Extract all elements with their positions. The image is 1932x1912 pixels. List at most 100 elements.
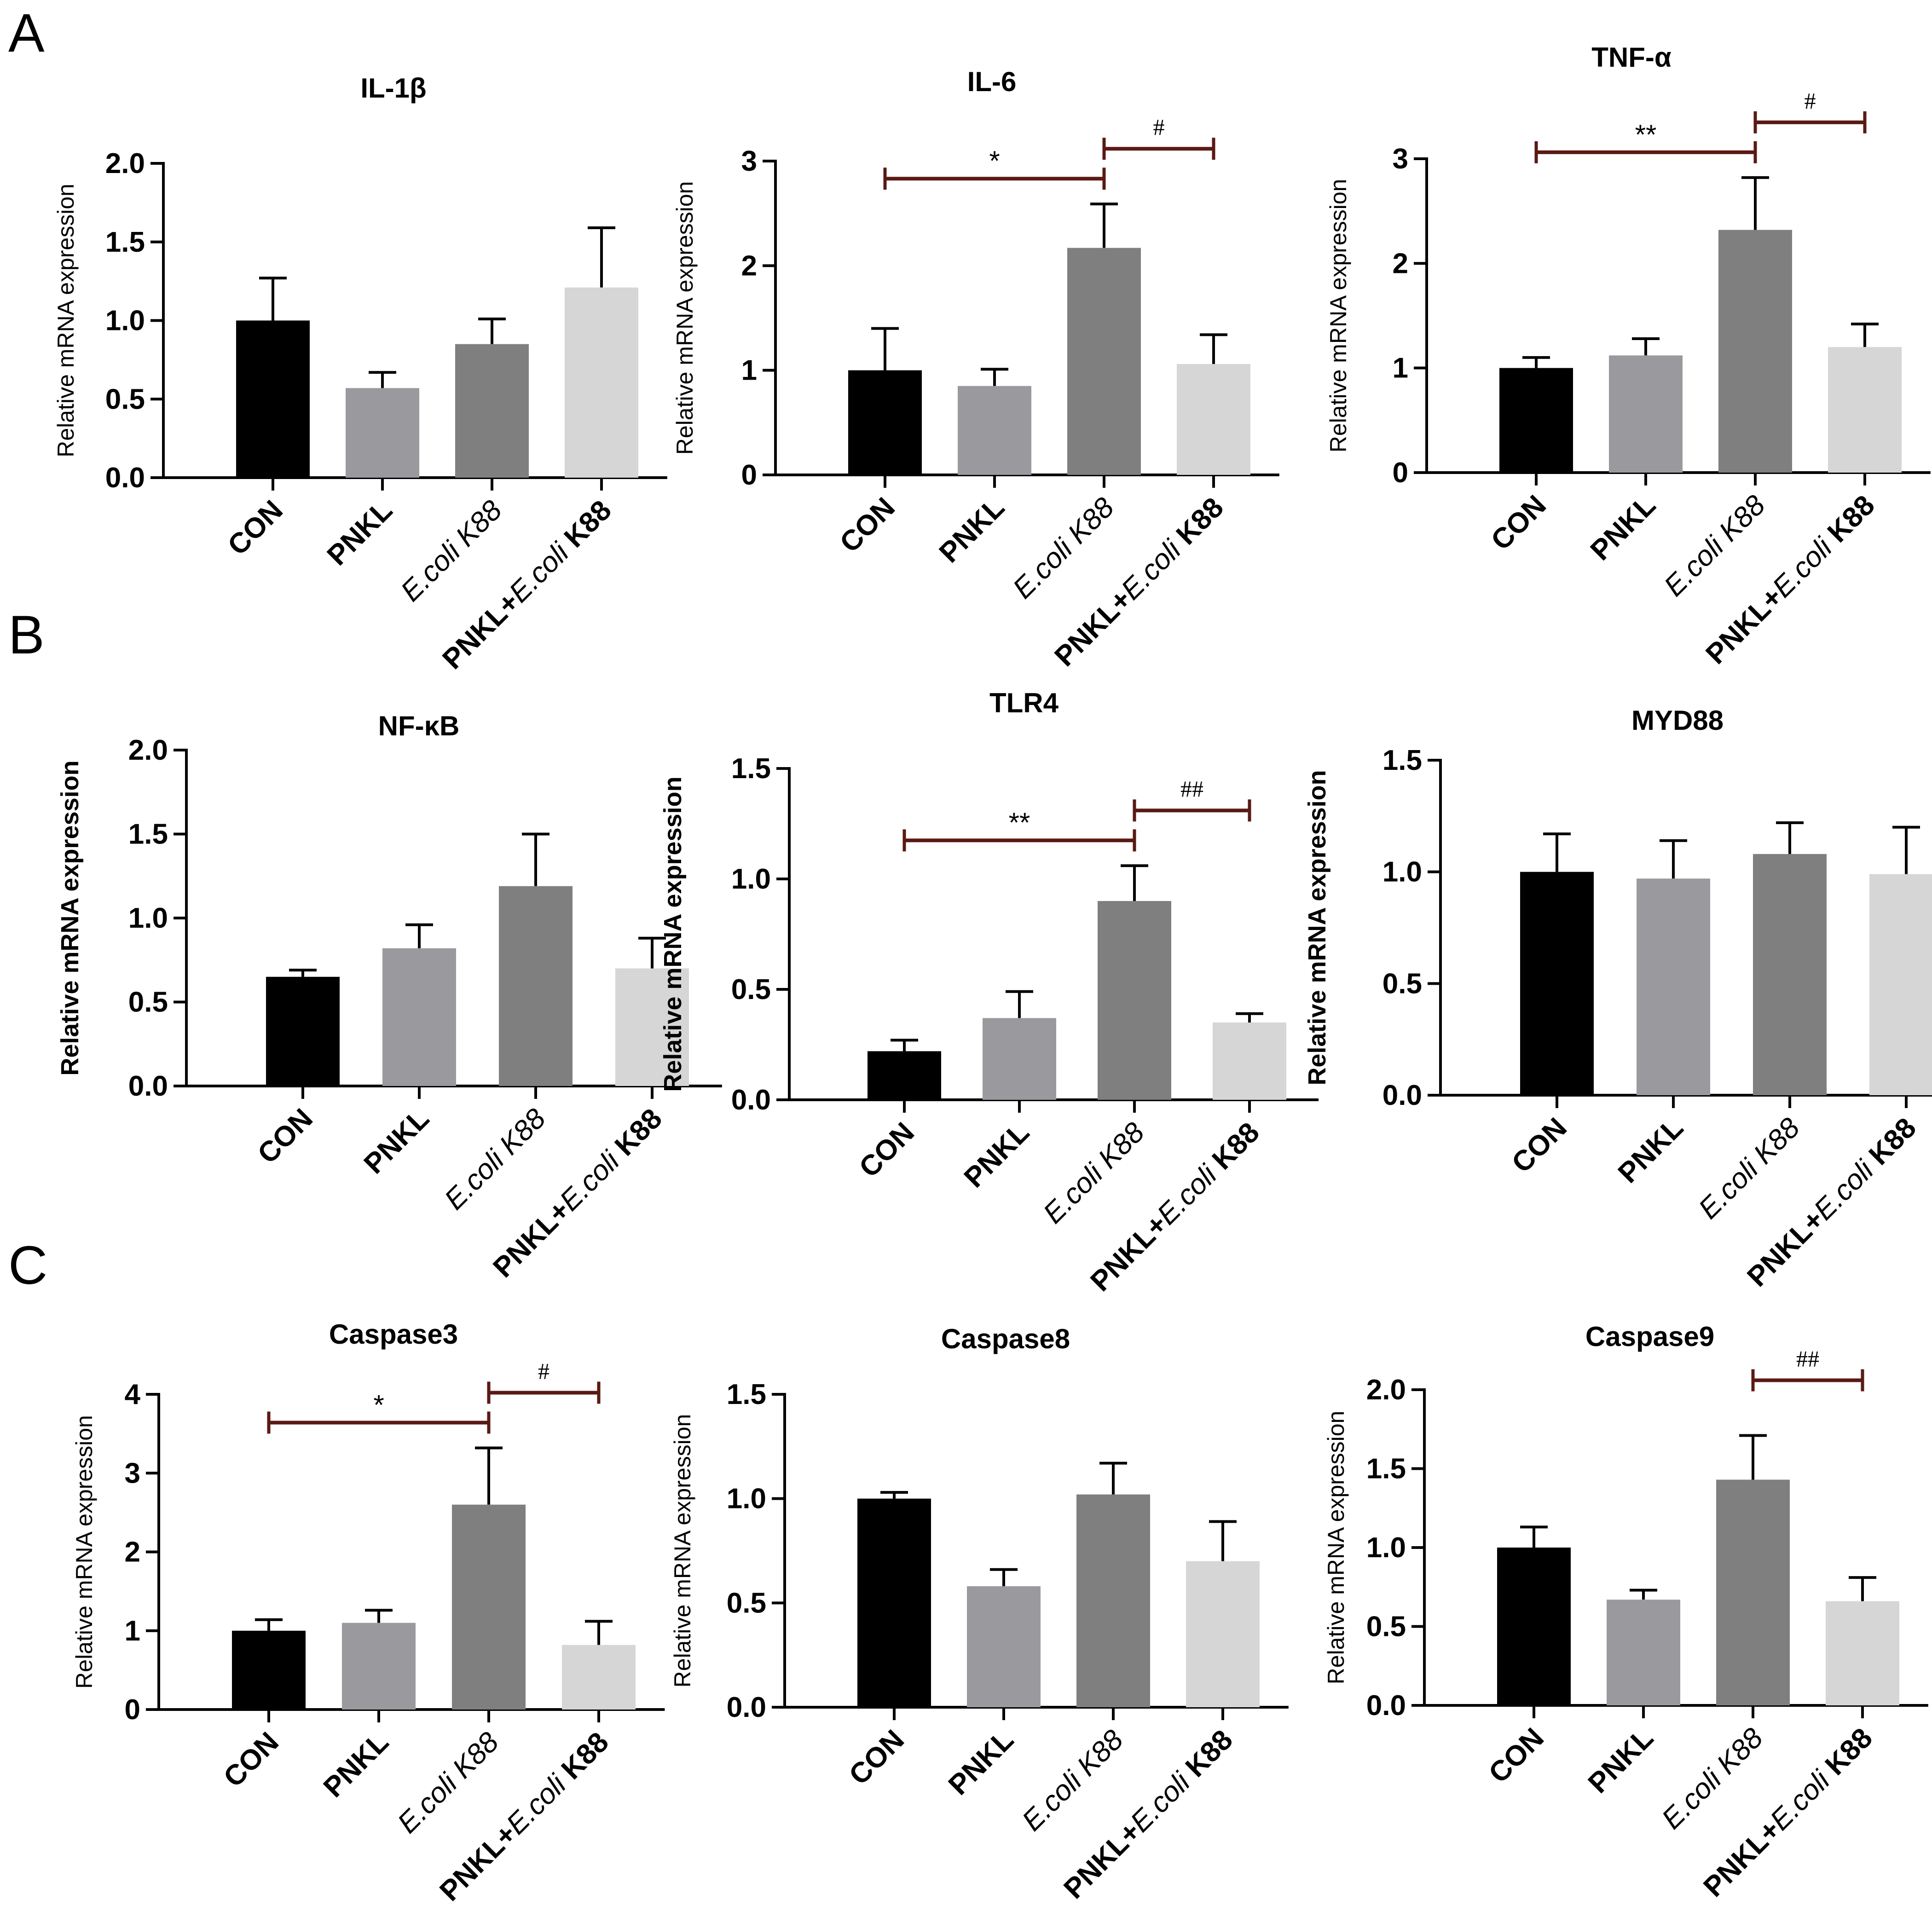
- y-tick-label: 1.0: [731, 863, 771, 895]
- y-axis-label: Relative mRNA expression: [659, 776, 687, 1092]
- bar-e-coli-k88: [1753, 854, 1827, 1095]
- bar-pnkl: [967, 1586, 1041, 1707]
- bar-con: [236, 320, 310, 478]
- y-tick-label: 0: [125, 1694, 140, 1726]
- x-tick-label-pnkl: PNKL: [943, 1724, 1020, 1801]
- panel-letter-a: A: [8, 3, 45, 64]
- chart-title: MYD88: [1631, 705, 1724, 736]
- x-tick-label-con: CON: [222, 494, 289, 561]
- bar-e-coli-k88: [1098, 901, 1171, 1100]
- chart-tnf-α: TNF-α Relative mRNA expression 0 1 2 3 CON PNKL…: [1325, 42, 1931, 670]
- panel-letter-b: B: [8, 605, 45, 665]
- bar-pnkl: [342, 1623, 416, 1710]
- y-tick-label: 1.5: [128, 819, 168, 850]
- y-tick-label: 0.5: [731, 974, 771, 1005]
- y-axis-label: Relative mRNA expression: [1323, 1411, 1349, 1685]
- y-tick-label: 3: [741, 145, 757, 177]
- bar-e-coli-k88: [1716, 1479, 1790, 1705]
- chart-caspase9: Caspase9 Relative mRNA expression 0.0 0.5 1.…: [1323, 1321, 1928, 1903]
- y-tick-label: 1.5: [105, 226, 145, 258]
- y-tick-label: 0.0: [731, 1084, 771, 1116]
- y-tick-label: 1.0: [105, 305, 145, 337]
- x-tick-label-e-coli-k88: E.coli K88: [1693, 1112, 1806, 1225]
- x-tick-label-e-coli-k88: E.coli K88: [1658, 489, 1772, 603]
- y-tick-label: 0.5: [128, 987, 168, 1018]
- y-tick-label: 1.5: [1382, 745, 1422, 776]
- y-tick-label: 0: [1393, 457, 1408, 489]
- y-tick-label: 2.0: [105, 148, 145, 179]
- chart-caspase3: Caspase3 Relative mRNA expression 0 1 2 3 4 CON…: [71, 1319, 665, 1907]
- significance-label: *: [989, 145, 1000, 176]
- x-tick-label-pnkl: PNKL: [321, 494, 399, 572]
- significance-label: **: [1009, 807, 1030, 838]
- chart-tlr4: TLR4 Relative mRNA expression 0.0 0.5 1.0 1.5…: [659, 687, 1319, 1298]
- y-tick-label: 1.5: [731, 753, 771, 785]
- charts: IL-1β Relative mRNA expression 0.0 0.5 1.0 1.…: [53, 42, 1932, 1907]
- x-tick-label-e-coli-k88: E.coli K88: [1656, 1722, 1770, 1836]
- y-tick-label: 0.0: [128, 1070, 168, 1102]
- chart-title: Caspase9: [1585, 1321, 1714, 1352]
- y-axis-label: Relative mRNA expression: [56, 760, 84, 1075]
- chart-title: NF-κB: [378, 711, 460, 741]
- significance-label: #: [538, 1358, 550, 1384]
- bar-e-coli-k88: [1067, 248, 1141, 475]
- y-tick-label: 1.5: [727, 1379, 766, 1410]
- y-tick-label: 1.0: [1382, 856, 1422, 888]
- bar-con: [1497, 1548, 1571, 1705]
- bar-pnkl-e-coli-k88: [1177, 364, 1250, 475]
- y-tick-label: 0.0: [727, 1692, 766, 1723]
- y-tick-label: 0.0: [1382, 1080, 1422, 1111]
- chart-title: IL-6: [967, 66, 1017, 97]
- x-tick-label-pnkl: PNKL: [933, 491, 1011, 569]
- bar-e-coli-k88: [1718, 230, 1792, 473]
- y-axis-label: Relative mRNA expression: [53, 184, 79, 457]
- x-tick-label-con: CON: [853, 1116, 920, 1184]
- significance-label: ##: [1180, 776, 1203, 802]
- x-tick-label-con: CON: [834, 491, 901, 559]
- significance-label: #: [1153, 114, 1165, 140]
- x-tick-label-con: CON: [1485, 489, 1552, 556]
- x-tick-label-e-coli-k88: E.coli K88: [1007, 491, 1121, 605]
- bar-con: [857, 1498, 931, 1707]
- x-tick-label-con: CON: [843, 1724, 910, 1791]
- bar-pnkl-e-coli-k88: [1869, 874, 1932, 1095]
- chart-caspase8: Caspase8 Relative mRNA expression 0.0 0.5 1.…: [670, 1323, 1289, 1905]
- x-tick-label-con: CON: [1483, 1722, 1550, 1789]
- significance-label: **: [1635, 119, 1657, 150]
- y-tick-label: 2: [125, 1537, 140, 1568]
- x-tick-label-pnkl: PNKL: [318, 1726, 395, 1803]
- y-tick-label: 2: [1393, 248, 1408, 279]
- y-tick-label: 3: [125, 1457, 140, 1489]
- y-tick-label: 2.0: [1366, 1374, 1406, 1406]
- y-tick-label: 4: [125, 1379, 141, 1410]
- bar-e-coli-k88: [499, 886, 573, 1086]
- bar-pnkl: [1609, 355, 1683, 473]
- y-tick-label: 2: [741, 250, 757, 282]
- bar-e-coli-k88: [1076, 1494, 1150, 1707]
- chart-title: TLR4: [989, 687, 1059, 718]
- y-tick-label: 1: [1393, 352, 1408, 384]
- bar-pnkl: [958, 386, 1031, 475]
- bar-pnkl-e-coli-k88: [1826, 1601, 1899, 1705]
- significance-label: ##: [1796, 1346, 1819, 1371]
- chart-title: Caspase8: [941, 1323, 1070, 1354]
- bar-pnkl-e-coli-k88: [565, 287, 638, 478]
- panel-letter-c: C: [8, 1235, 47, 1296]
- bar-con: [1499, 368, 1573, 473]
- y-tick-label: 0.5: [105, 383, 145, 415]
- bar-con: [232, 1630, 306, 1710]
- chart-title: Caspase3: [329, 1319, 458, 1350]
- bar-con: [848, 370, 922, 475]
- bar-e-coli-k88: [455, 344, 529, 478]
- y-tick-label: 0.5: [1366, 1611, 1406, 1643]
- x-tick-label-pnkl: PNKL: [958, 1116, 1035, 1194]
- y-tick-label: 1.0: [128, 902, 168, 934]
- x-tick-label-e-coli-k88: E.coli K88: [1037, 1116, 1151, 1230]
- significance-label: #: [1805, 88, 1816, 114]
- x-tick-label-con: CON: [252, 1103, 319, 1170]
- bar-pnkl-e-coli-k88: [615, 968, 689, 1086]
- y-tick-label: 0.0: [105, 462, 145, 494]
- x-tick-label-con: CON: [1506, 1112, 1573, 1179]
- x-tick-label-pnkl: PNKL: [1585, 489, 1662, 566]
